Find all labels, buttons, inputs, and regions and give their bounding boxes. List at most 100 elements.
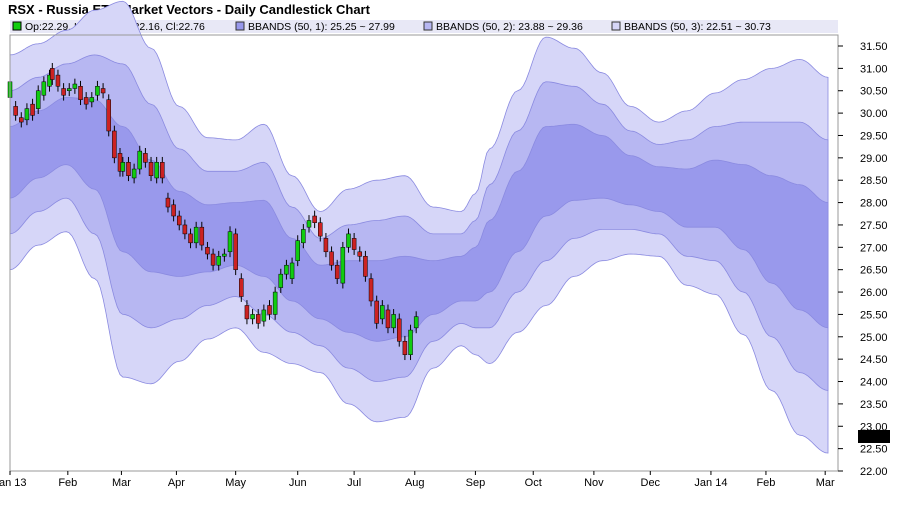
y-tick-label: 26.50	[860, 265, 888, 277]
candle-body	[385, 309, 391, 329]
candle-body	[143, 153, 148, 163]
candle-body	[374, 300, 379, 324]
y-tick-label: 25.50	[860, 309, 888, 321]
candle-body	[391, 314, 396, 329]
candle-body	[239, 278, 244, 297]
candle-body	[50, 68, 55, 80]
x-tick-label: Dec	[641, 477, 661, 489]
x-tick-label: Mar	[816, 477, 835, 489]
x-tick-label: Nov	[584, 477, 604, 489]
candle-body	[222, 253, 227, 257]
candle-body	[244, 305, 250, 320]
candle-body	[272, 291, 278, 315]
legend-entry-bb1: BBANDS (50, 1): 25.25 ~ 27.99	[248, 21, 395, 33]
candle-body	[182, 224, 188, 235]
legend-swatch-bb2	[423, 21, 433, 31]
candle-body	[120, 162, 126, 172]
x-axis: Jan 13 Feb Mar Apr May Jun Jul Aug Sep Oct Nov Dec J…	[0, 471, 835, 489]
candle-body	[334, 264, 340, 279]
legend-swatch-bb1	[235, 21, 245, 31]
candle-body	[24, 108, 30, 121]
x-tick-label: Jun	[289, 477, 307, 489]
x-tick-label: Apr	[168, 477, 185, 489]
chart-title: RSX - Russia ETF Market Vectors - Daily …	[8, 2, 371, 17]
y-tick-label: 27.50	[860, 220, 888, 232]
y-tick-label: 24.00	[860, 377, 888, 389]
y-tick-label: 22.50	[860, 444, 888, 456]
candle-body	[83, 97, 89, 105]
candle-body	[154, 162, 159, 179]
candle-body	[368, 278, 374, 302]
candle-body	[402, 341, 408, 355]
candle-body	[106, 99, 111, 132]
candle-body	[318, 222, 323, 237]
candle-body	[301, 229, 306, 244]
candle-body	[19, 117, 24, 123]
candle-body	[61, 88, 66, 96]
candle-body	[72, 83, 78, 89]
y-tick-label: 31.00	[860, 63, 888, 75]
y-tick-label: 23.50	[860, 399, 888, 411]
legend-entry-bb2: BBANDS (50, 2): 23.88 ~ 29.36	[436, 21, 583, 33]
y-tick-label: 22.00	[860, 466, 888, 478]
candle-body	[171, 204, 176, 217]
candle-body	[193, 226, 199, 244]
candle-body	[267, 305, 272, 315]
candle-body	[41, 81, 47, 96]
candle-body	[188, 233, 193, 244]
candle-body	[380, 305, 385, 320]
y-tick-label: 24.50	[860, 354, 888, 366]
y-tick-label: 31.50	[860, 41, 888, 53]
candle-body	[346, 233, 351, 248]
y-tick-label: 28.00	[860, 198, 888, 210]
x-tick-label: Feb	[756, 477, 775, 489]
candle-body	[148, 162, 154, 176]
candle-body	[357, 251, 363, 257]
x-tick-label: Feb	[58, 477, 77, 489]
candle-body	[13, 106, 18, 116]
candle-body	[131, 168, 137, 179]
candle-body	[176, 215, 182, 226]
y-tick-label: 29.50	[860, 130, 888, 142]
candle-body	[35, 90, 41, 109]
candle-body	[295, 240, 300, 261]
x-tick-label: Mar	[112, 477, 131, 489]
candle-body	[397, 318, 402, 342]
candle-body	[205, 247, 210, 255]
candle-body	[408, 329, 413, 355]
candle-body	[137, 150, 143, 170]
candle-body	[323, 238, 329, 253]
legend-swatch-bb3	[611, 21, 621, 31]
x-tick-label: Jan 14	[694, 477, 727, 489]
candle-body	[66, 88, 72, 91]
x-tick-label: Jul	[347, 477, 361, 489]
last-value-badge	[858, 430, 890, 443]
x-tick-label: May	[225, 477, 246, 489]
candle-body	[289, 262, 295, 279]
candle-body	[126, 162, 131, 176]
candle-body	[227, 231, 233, 253]
candle-body	[233, 233, 238, 270]
last-value-label: 22.76	[861, 432, 889, 444]
candle-body	[160, 162, 165, 179]
legend-swatch-candle	[12, 21, 22, 31]
plot-frame	[9, 34, 839, 472]
candle-body	[250, 314, 255, 320]
candle-body	[312, 215, 317, 223]
y-tick-label: 28.50	[860, 175, 888, 187]
candle-body	[255, 314, 261, 324]
bollinger-bands	[9, 0, 829, 454]
candle-body	[284, 264, 289, 275]
candle-body	[306, 220, 312, 228]
candle-body	[278, 273, 284, 288]
y-tick-label: 30.50	[860, 86, 888, 98]
candle-series	[7, 63, 419, 361]
candle-body	[100, 88, 106, 94]
candle-body	[329, 251, 334, 266]
y-tick-label: 29.00	[860, 153, 888, 165]
candle-body	[210, 253, 216, 266]
y-tick-label: 25.00	[860, 332, 888, 344]
candle-body	[89, 97, 95, 103]
candle-body	[55, 74, 61, 87]
